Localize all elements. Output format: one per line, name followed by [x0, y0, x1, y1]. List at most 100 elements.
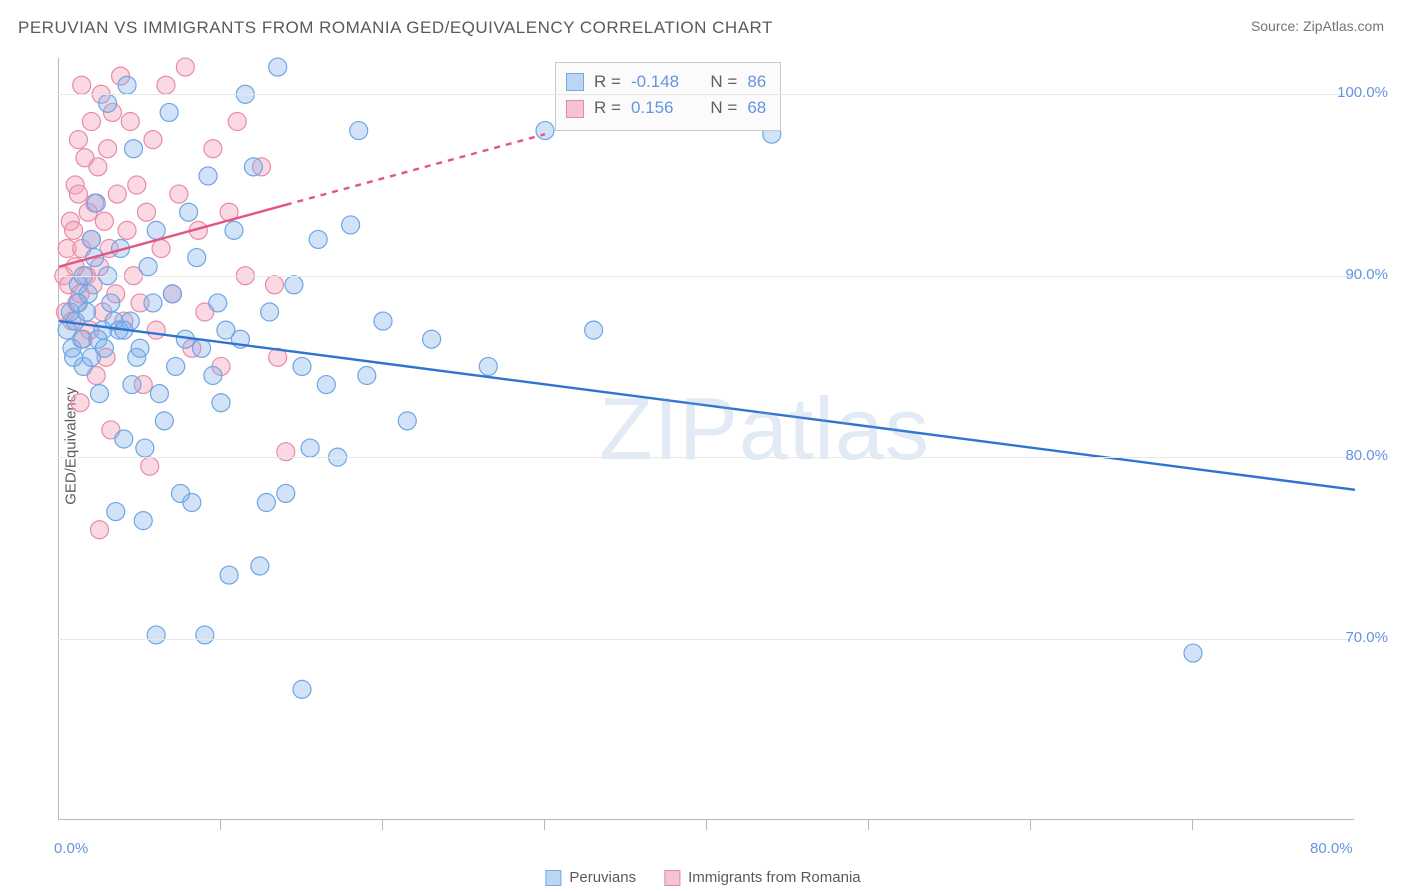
legend-item-peruvians: Peruvians — [545, 869, 636, 886]
gridline-h — [58, 639, 1354, 640]
scatter-point — [121, 113, 139, 131]
scatter-point — [183, 494, 201, 512]
scatter-point — [118, 76, 136, 94]
scatter-point — [170, 185, 188, 203]
scatter-point — [225, 221, 243, 239]
scatter-point — [155, 412, 173, 430]
scatter-point — [128, 176, 146, 194]
x-tick — [382, 820, 383, 830]
corr-R-label: R = — [594, 69, 621, 95]
scatter-point — [269, 58, 287, 76]
scatter-point — [244, 158, 262, 176]
scatter-point — [265, 276, 283, 294]
scatter-point — [137, 203, 155, 221]
corr-row-peruvians: R = -0.148 N = 86 — [566, 69, 766, 95]
scatter-point — [69, 185, 87, 203]
scatter-point — [204, 140, 222, 158]
y-tick-label: 100.0% — [1337, 84, 1388, 101]
corr-R-label: R = — [594, 95, 621, 121]
correlation-legend-box: R = -0.148 N = 86R = 0.156 N = 68 — [555, 62, 781, 131]
scatter-point — [82, 113, 100, 131]
scatter-point — [160, 103, 178, 121]
scatter-point — [91, 521, 109, 539]
scatter-point — [107, 503, 125, 521]
scatter-point — [342, 216, 360, 234]
scatter-point — [293, 680, 311, 698]
y-tick-label: 80.0% — [1345, 447, 1388, 464]
scatter-point — [317, 376, 335, 394]
gridline-h — [58, 457, 1354, 458]
scatter-point — [180, 203, 198, 221]
scatter-point — [99, 94, 117, 112]
scatter-point — [78, 303, 96, 321]
scatter-point — [374, 312, 392, 330]
x-tick-label: 80.0% — [1310, 840, 1353, 857]
scatter-point — [193, 339, 211, 357]
scatter-point — [196, 626, 214, 644]
scatter-point — [118, 221, 136, 239]
scatter-point — [69, 131, 87, 149]
scatter-point — [91, 385, 109, 403]
scatter-point — [358, 367, 376, 385]
scatter-point — [350, 122, 368, 140]
plot-svg — [59, 58, 1355, 820]
corr-N-value: 68 — [747, 95, 766, 121]
scatter-point — [144, 131, 162, 149]
scatter-point — [536, 122, 554, 140]
corr-N-value: 86 — [747, 69, 766, 95]
scatter-point — [176, 58, 194, 76]
scatter-point — [125, 140, 143, 158]
scatter-point — [1184, 644, 1202, 662]
scatter-point — [71, 394, 89, 412]
scatter-point — [585, 321, 603, 339]
corr-row-romania: R = 0.156 N = 68 — [566, 95, 766, 121]
scatter-point — [136, 439, 154, 457]
scatter-point — [144, 294, 162, 312]
scatter-point — [293, 357, 311, 375]
scatter-point — [257, 494, 275, 512]
legend-item-romania: Immigrants from Romania — [664, 869, 861, 886]
scatter-point — [220, 566, 238, 584]
scatter-point — [423, 330, 441, 348]
x-tick — [868, 820, 869, 830]
scatter-point — [167, 357, 185, 375]
scatter-point — [95, 212, 113, 230]
scatter-point — [87, 194, 105, 212]
scatter-point — [73, 330, 91, 348]
scatter-point — [212, 394, 230, 412]
gridline-h — [58, 276, 1354, 277]
scatter-point — [79, 285, 97, 303]
legend-label-peruvians: Peruvians — [569, 869, 636, 886]
trend-line — [286, 134, 545, 205]
scatter-point — [479, 357, 497, 375]
source-attribution: Source: ZipAtlas.com — [1251, 18, 1384, 34]
scatter-point — [204, 367, 222, 385]
scatter-point — [123, 376, 141, 394]
scatter-point — [188, 249, 206, 267]
scatter-point — [73, 76, 91, 94]
scatter-point — [82, 230, 100, 248]
y-tick-label: 70.0% — [1345, 629, 1388, 646]
corr-swatch — [566, 73, 584, 91]
corr-R-value: 0.156 — [631, 95, 691, 121]
scatter-point — [131, 339, 149, 357]
bottom-legend: Peruvians Immigrants from Romania — [545, 869, 860, 886]
x-tick — [1030, 820, 1031, 830]
scatter-point — [163, 285, 181, 303]
corr-swatch — [566, 100, 584, 118]
scatter-point — [199, 167, 217, 185]
x-tick — [706, 820, 707, 830]
scatter-point — [301, 439, 319, 457]
scatter-point — [99, 140, 117, 158]
scatter-point — [157, 76, 175, 94]
x-tick — [544, 820, 545, 830]
corr-N-label: N = — [701, 69, 737, 95]
plot-area: ZIPatlas — [58, 58, 1354, 820]
scatter-point — [102, 294, 120, 312]
scatter-point — [95, 339, 113, 357]
scatter-point — [89, 158, 107, 176]
scatter-point — [209, 294, 227, 312]
scatter-point — [228, 113, 246, 131]
y-tick-label: 90.0% — [1345, 266, 1388, 283]
scatter-point — [134, 512, 152, 530]
